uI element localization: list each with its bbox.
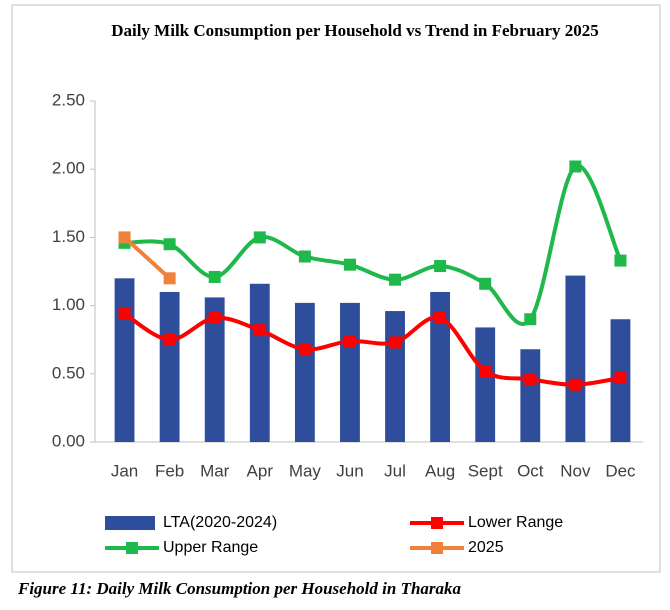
legend-label: Upper Range (163, 539, 258, 556)
x-tick-label: Oct (517, 461, 544, 480)
x-tick-label: Sept (468, 461, 503, 480)
marker (389, 336, 402, 349)
marker (389, 273, 402, 286)
marker (434, 311, 447, 324)
legend-label: LTA(2020-2024) (163, 514, 277, 531)
marker (298, 250, 311, 263)
bar (430, 291, 451, 442)
x-tick-label: Jan (111, 461, 138, 480)
bar (475, 327, 496, 442)
marker (163, 272, 176, 285)
bar (520, 349, 541, 442)
bar (385, 311, 405, 442)
marker (163, 238, 176, 251)
x-tick-label: Apr (247, 461, 274, 480)
bar (114, 278, 135, 442)
legend-label: 2025 (468, 539, 504, 556)
x-tick-label: Dec (605, 461, 636, 480)
chart-frame (11, 4, 661, 573)
marker (343, 335, 356, 348)
marker (118, 231, 131, 244)
y-tick-label: 1.50 (52, 227, 85, 246)
x-tick-label: Nov (560, 461, 591, 480)
marker (118, 307, 131, 320)
x-tick-label: Aug (425, 461, 455, 480)
legend-swatch (126, 542, 138, 554)
legend-label: Lower Range (468, 514, 563, 531)
marker (298, 343, 311, 356)
figure-caption: Figure 11: Daily Milk Consumption per Ho… (18, 579, 462, 598)
y-tick-label: 2.00 (52, 159, 85, 178)
marker (253, 231, 266, 244)
marker (343, 258, 356, 271)
bar (565, 275, 586, 442)
marker (163, 333, 176, 346)
bar (204, 297, 225, 442)
marker (479, 365, 492, 378)
marker (524, 373, 537, 386)
marker (208, 270, 221, 283)
y-tick-label: 1.00 (52, 295, 85, 314)
bar (159, 291, 180, 442)
x-tick-label: Jun (336, 461, 363, 480)
bar (294, 302, 315, 442)
marker (569, 160, 582, 173)
marker (524, 313, 537, 326)
marker (253, 324, 266, 337)
marker (208, 311, 221, 324)
legend-swatch (431, 517, 443, 529)
x-tick-label: Feb (155, 461, 184, 480)
legend-swatch (105, 516, 155, 530)
marker (479, 277, 492, 290)
marker (614, 371, 627, 384)
x-tick-label: Mar (200, 461, 230, 480)
x-tick-label: Jul (384, 461, 406, 480)
marker (434, 260, 447, 273)
y-tick-label: 0.50 (52, 363, 85, 382)
chart-title: Daily Milk Consumption per Household vs … (111, 21, 599, 40)
marker (569, 378, 582, 391)
y-tick-label: 0.00 (52, 431, 85, 450)
legend-swatch (431, 542, 443, 554)
bar (249, 283, 270, 442)
bar (340, 302, 360, 442)
y-tick-label: 2.50 (52, 90, 85, 109)
marker (614, 254, 627, 267)
x-tick-label: May (289, 461, 322, 480)
